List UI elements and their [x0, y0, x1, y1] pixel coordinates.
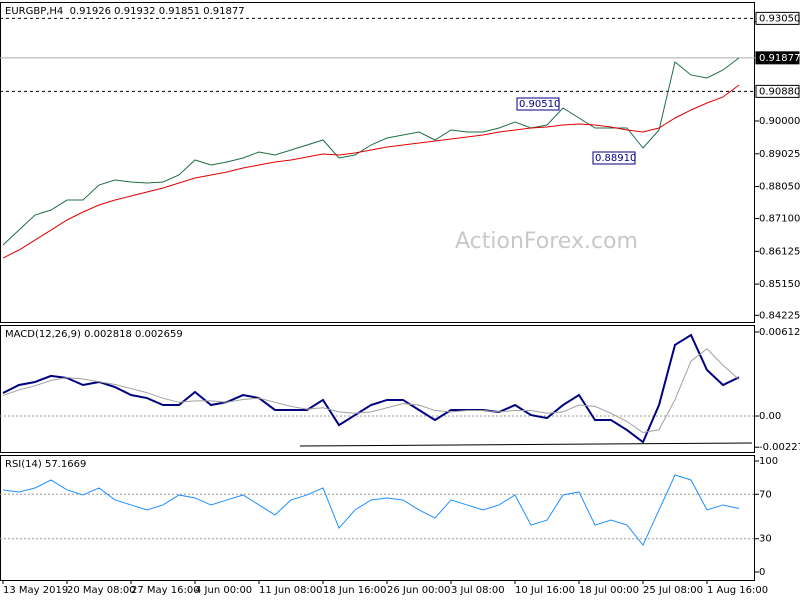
panel-title: EURGBP,H4 0.91926 0.91932 0.91851 0.9187…	[5, 6, 245, 17]
price-box	[755, 84, 800, 98]
y-tick-label: -0.002273	[759, 442, 800, 453]
panel-title: MACD(12,26,9) 0.002818 0.002659	[5, 329, 183, 340]
price-box-label: 0.91877	[759, 53, 800, 64]
series-line	[2, 57, 740, 246]
y-tick-label: 0.90000	[759, 116, 800, 127]
x-tick-label: 27 May 16:00	[131, 585, 200, 596]
x-tick-label: 11 Jun 08:00	[259, 585, 323, 596]
y-tick-label: 100	[759, 456, 778, 467]
y-tick-label: 0.84225	[759, 310, 800, 321]
series-line	[2, 333, 740, 444]
price-box	[755, 51, 800, 65]
y-tick-label: 70	[759, 489, 772, 500]
panel-frame	[0, 2, 755, 323]
x-tick-label: 18 Jul 00:00	[579, 585, 639, 596]
y-tick-label: 0.86125	[759, 246, 800, 257]
panel-title: RSI(14) 57.1669	[5, 459, 86, 470]
price-box	[755, 11, 800, 25]
x-tick-label: 20 May 08:00	[67, 585, 136, 596]
x-tick-label: 1 Aug 16:00	[707, 585, 768, 596]
x-tick-label: 13 May 2019	[3, 585, 68, 596]
watermark: ActionForex.com	[455, 229, 638, 254]
panel-frame	[0, 325, 755, 453]
x-tick-label: 10 Jul 16:00	[515, 585, 575, 596]
y-tick-label: 0.00	[759, 411, 781, 422]
price-box-label: 0.90880	[759, 86, 800, 97]
callout-label: 0.90510	[519, 99, 560, 110]
callout-box	[592, 151, 636, 165]
y-tick-label: 0.87100	[759, 214, 800, 225]
y-tick-label: 0.85150	[759, 279, 800, 290]
x-tick-label: 4 Jun 00:00	[195, 585, 252, 596]
price-box-label: 0.93050	[759, 13, 800, 24]
x-tick-label: 18 Jun 16:00	[323, 585, 387, 596]
x-tick-label: 25 Jul 08:00	[643, 585, 703, 596]
callout-box	[516, 97, 560, 111]
trend-line	[299, 442, 753, 447]
y-tick-label: 0.88050	[759, 182, 800, 193]
series-line	[2, 84, 740, 259]
series-line	[2, 348, 740, 434]
x-tick-label: 3 Jul 08:00	[451, 585, 505, 596]
y-tick-label: 30	[759, 534, 772, 545]
series-line	[2, 474, 740, 546]
x-tick-label: 26 Jun 00:00	[387, 585, 451, 596]
y-tick-label: 0.00612	[759, 327, 800, 338]
y-tick-label: 0	[759, 567, 765, 578]
y-tick-label: 0.89025	[759, 149, 800, 160]
callout-label: 0.88910	[595, 153, 636, 164]
panel-frame	[0, 455, 755, 581]
